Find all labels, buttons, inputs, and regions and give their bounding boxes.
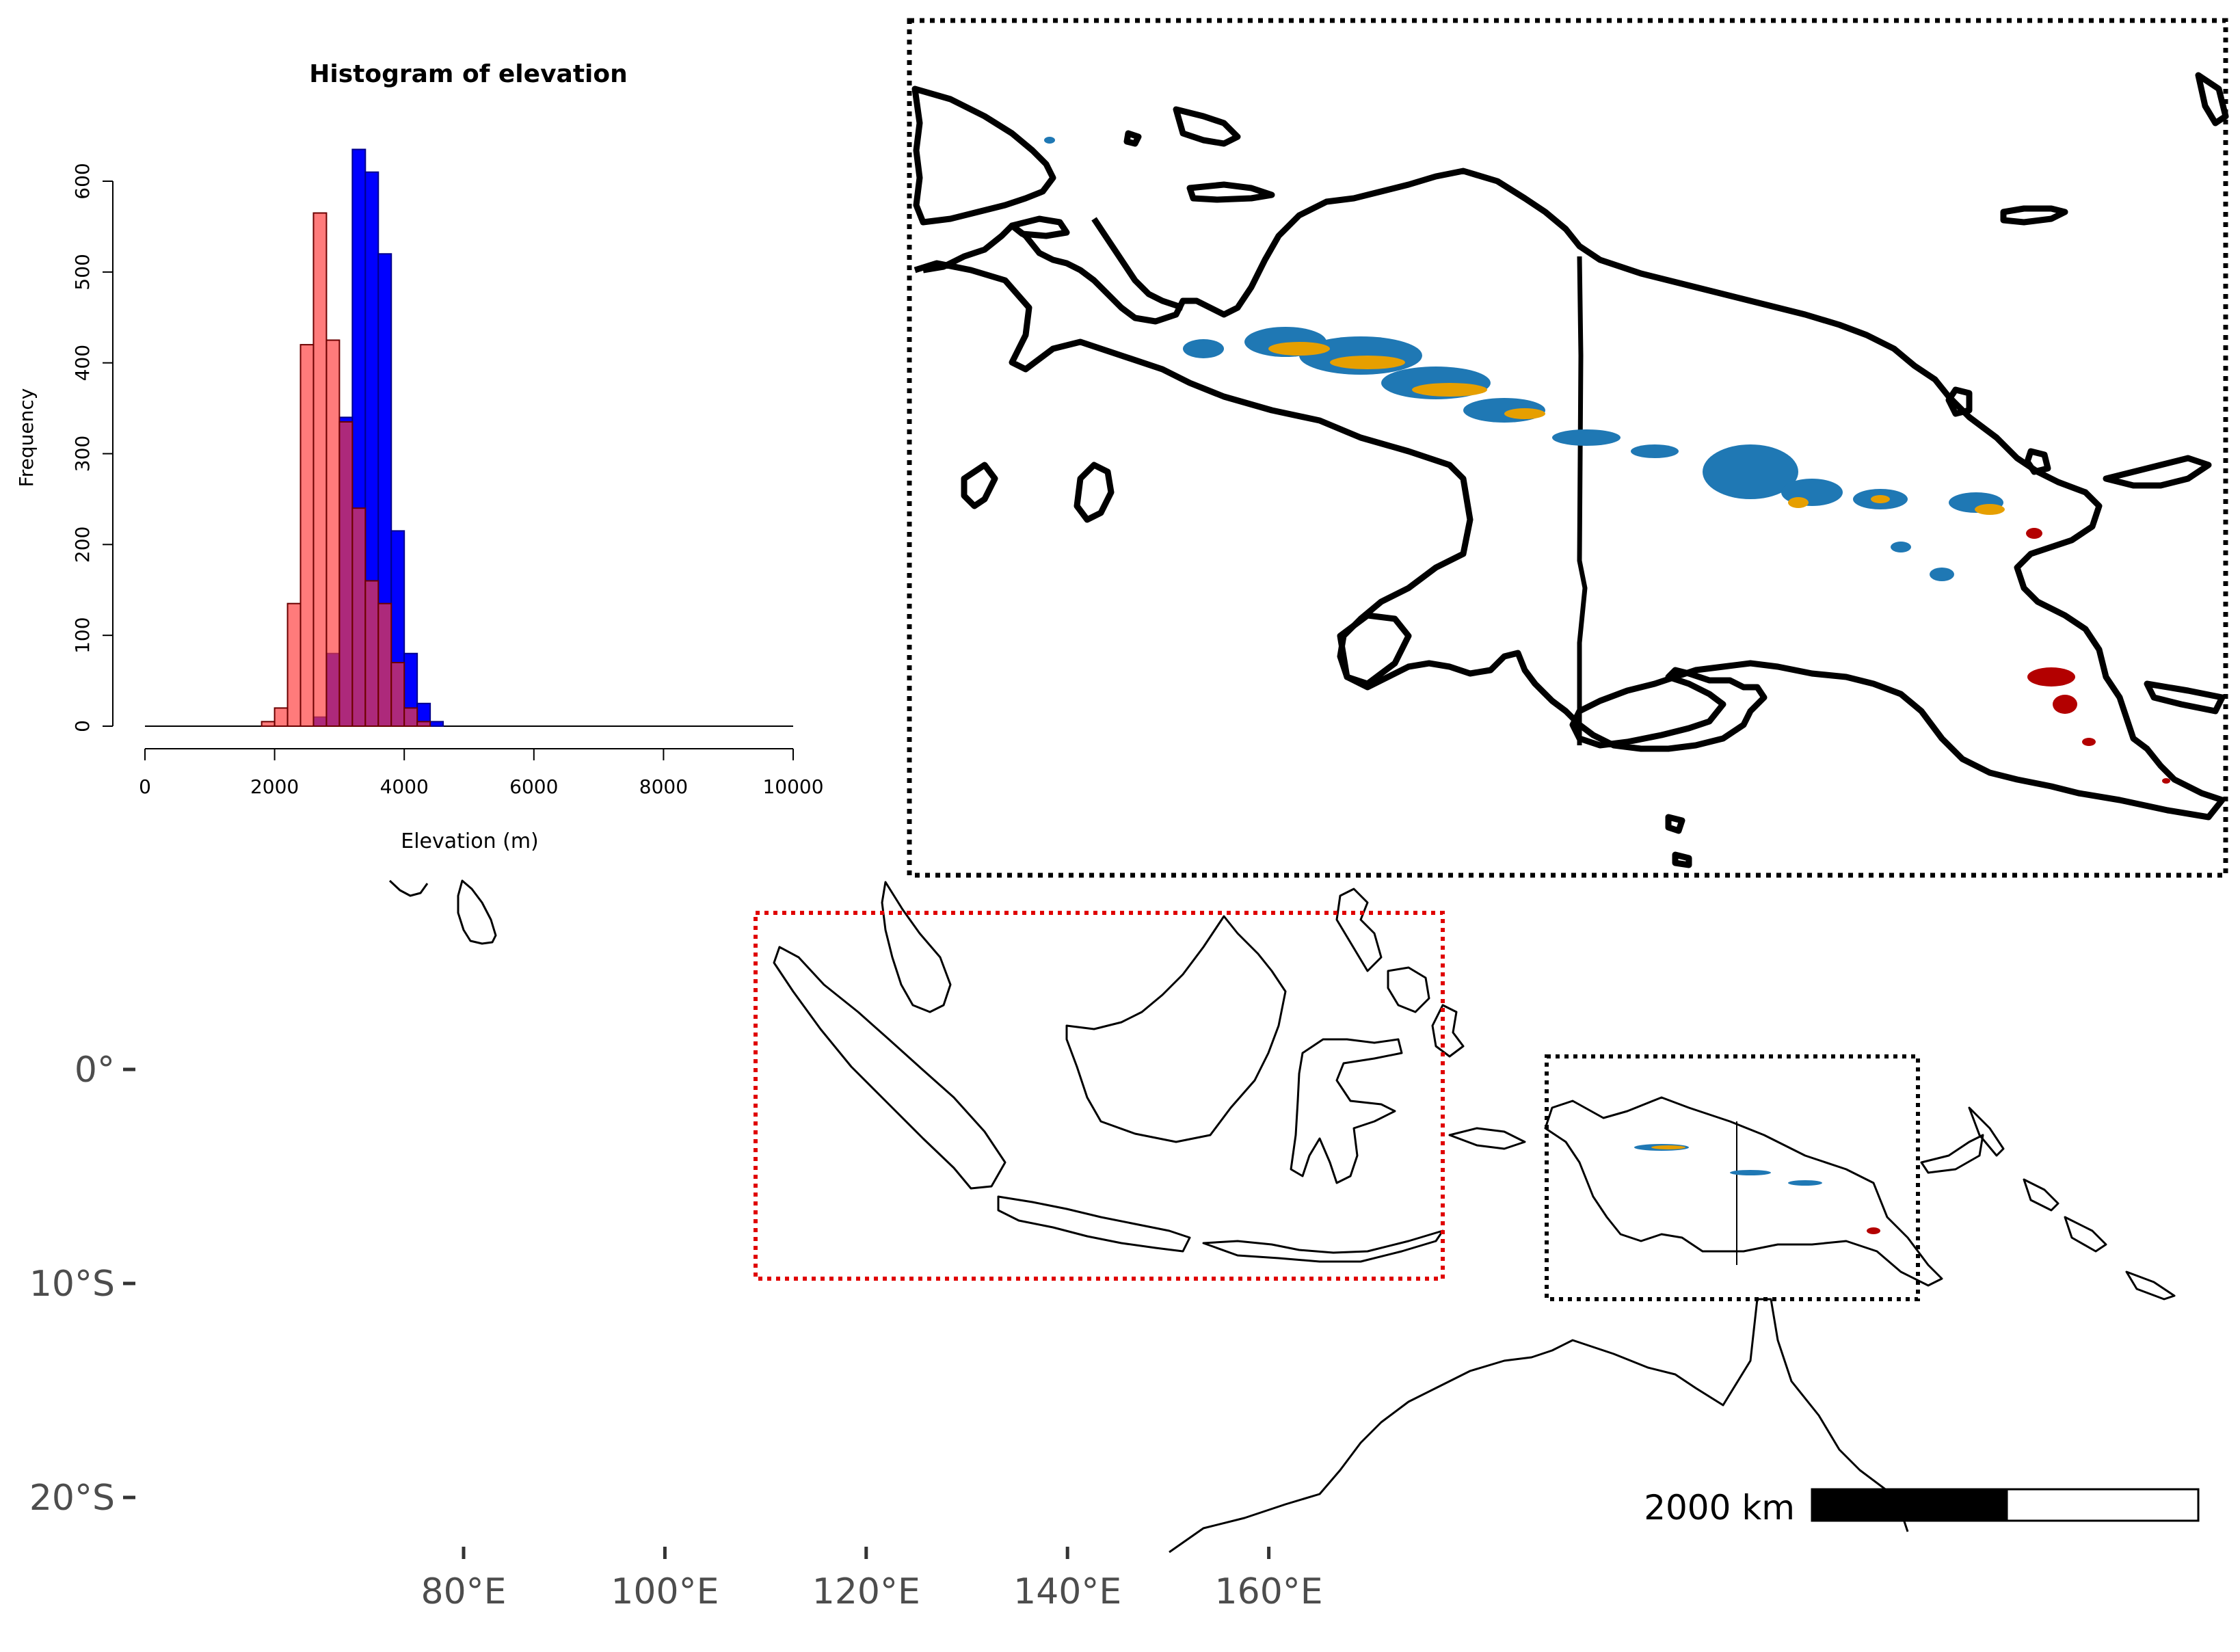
- inset-birds-head-coastline: [911, 85, 1056, 226]
- histogram-x-tick-label: 4000: [380, 775, 429, 798]
- histogram-bar: [403, 707, 418, 728]
- solomon-islands-2-coastline: [2064, 1216, 2107, 1253]
- small-map-elevation-patches: [1634, 1144, 1880, 1234]
- main-map: [388, 879, 2176, 1554]
- histogram-axes: 0 2000 4000 6000 8000 10000 0 100 200 300 400 500 60…: [71, 163, 824, 798]
- elevation-histogram: Histogram of elevation Elevation (m) Fre…: [0, 0, 841, 872]
- histogram-bar: [364, 580, 379, 728]
- histogram-x-tick-label: 10000: [762, 775, 823, 798]
- sri-lanka-coastline: [457, 879, 497, 945]
- histogram-bar: [274, 707, 289, 728]
- histogram-bar: [312, 212, 328, 728]
- longitude-axis: 80°E 100°E 120°E 140°E 160°E: [421, 1547, 1323, 1612]
- histogram-bar: [325, 339, 341, 728]
- inset-island-7: [1074, 462, 1115, 523]
- histogram-bar: [286, 602, 302, 727]
- histogram-y-tick-label: 100: [71, 617, 94, 653]
- lon-tick-label: 120°E: [812, 1571, 920, 1612]
- seram-coastline: [1448, 1127, 1526, 1150]
- inset-island-13: [1123, 130, 1142, 147]
- histogram-x-tick-label: 8000: [639, 775, 688, 798]
- histogram-y-tick-label: 500: [71, 254, 94, 290]
- inset-island-14: [1009, 215, 1070, 239]
- australia-coastline: [1169, 1298, 1909, 1554]
- histogram-bar: [338, 421, 354, 728]
- inset-island-8: [961, 462, 998, 509]
- inset-island-4: [1945, 386, 1973, 417]
- lon-tick-label: 160°E: [1215, 1571, 1323, 1612]
- histogram-y-tick-label: 300: [71, 436, 94, 472]
- java-coastline: [997, 1195, 1191, 1253]
- histogram-bar: [429, 721, 444, 727]
- philippines-coastline: [1335, 888, 1383, 972]
- new-britain-coastline: [1920, 1134, 1984, 1174]
- inset-island-9: [1337, 612, 1412, 687]
- lat-tick-label: 20°S: [29, 1478, 115, 1519]
- histogram-bars: [145, 148, 793, 728]
- histogram-x-tick-label: 0: [139, 775, 151, 798]
- scale-bar: 2000 km: [1644, 1488, 2200, 1528]
- maluku-coastline: [1431, 1004, 1465, 1058]
- mindanao-coastline: [1387, 966, 1430, 1013]
- histogram-y-tick-label: 600: [71, 163, 94, 199]
- new-guinea-coastline: [1544, 1096, 1943, 1287]
- lat-tick-label: 0°: [75, 1050, 115, 1091]
- histogram-title: Histogram of elevation: [309, 60, 627, 88]
- scale-bar-white-segment: [2005, 1488, 2200, 1522]
- latitude-axis: 0° 10°S 20°S: [29, 1050, 135, 1519]
- scale-bar-black-segment: [1811, 1488, 2008, 1522]
- histogram-bar: [299, 344, 315, 728]
- histogram-bar: [261, 721, 276, 727]
- lesser-sunda-coastline: [1202, 1229, 1444, 1263]
- histogram-y-tick-label: 200: [71, 527, 94, 563]
- black-region-box: [1545, 1054, 1920, 1301]
- inset-elevation-patches: [1044, 137, 2170, 784]
- new-ireland-coastline: [1968, 1106, 2005, 1157]
- inset-island-6: [2103, 455, 2212, 489]
- inset-island-15: [1672, 851, 1692, 868]
- inset-map-frame: [907, 18, 2228, 878]
- inset-island-12: [1665, 814, 1685, 834]
- solomon-islands-coastline: [2023, 1178, 2059, 1212]
- lon-tick-label: 80°E: [421, 1571, 506, 1612]
- lon-tick-label: 100°E: [611, 1571, 719, 1612]
- red-region-box: [754, 911, 1445, 1281]
- inset-island-3: [2000, 205, 2068, 226]
- sumatra-coastline: [773, 946, 1006, 1190]
- malay-peninsula-coastline: [881, 881, 952, 1013]
- histogram-x-tick-label: 6000: [509, 775, 558, 798]
- histogram-xlabel: Elevation (m): [401, 829, 539, 853]
- inset-island-2: [1186, 181, 1275, 203]
- inset-birds-head-north: [1091, 217, 1184, 311]
- histogram-bar: [390, 662, 405, 727]
- histogram-bar: [416, 721, 431, 727]
- histogram-y-tick-label: 0: [71, 720, 94, 732]
- inset-map: [907, 18, 2229, 878]
- scale-bar-label: 2000 km: [1644, 1488, 1795, 1528]
- lon-tick-label: 140°E: [1013, 1571, 1121, 1612]
- sulawesi-coastline: [1290, 1038, 1403, 1184]
- lat-tick-label: 10°S: [29, 1264, 115, 1305]
- inset-island-11: [2144, 680, 2226, 715]
- solomon-islands-3-coastline: [2125, 1270, 2176, 1301]
- histogram-y-tick-label: 400: [71, 345, 94, 381]
- inset-island-1: [1173, 106, 1241, 147]
- histogram-bar: [377, 602, 392, 727]
- histogram-background: [0, 0, 841, 872]
- inset-border-line: [1577, 256, 1588, 745]
- histogram-x-tick-label: 2000: [250, 775, 299, 798]
- borneo-coastline: [1065, 915, 1287, 1143]
- inset-island-5: [2024, 448, 2051, 475]
- histogram-ylabel: Frequency: [15, 388, 38, 488]
- histogram-bar: [351, 507, 366, 727]
- india-tip-coastline: [388, 879, 429, 897]
- inset-island-10: [2195, 72, 2229, 126]
